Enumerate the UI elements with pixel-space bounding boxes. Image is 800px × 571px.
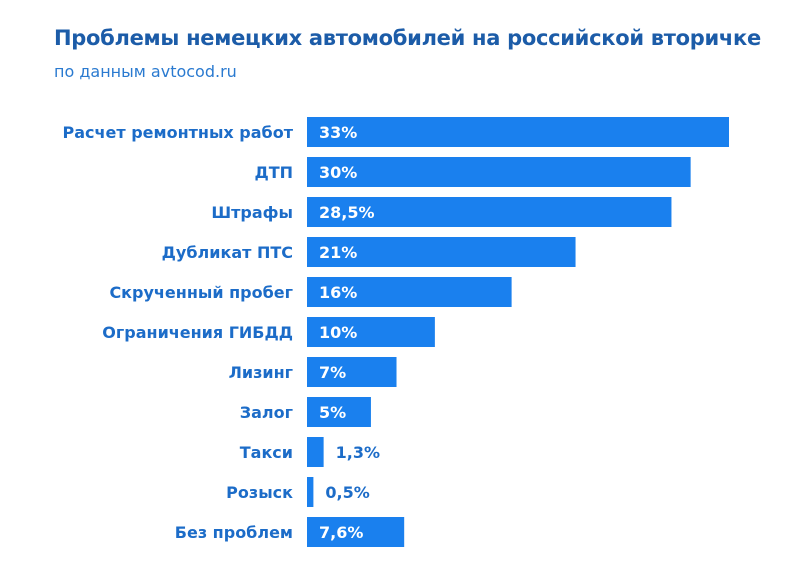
bar [307, 317, 435, 347]
data-label: 21% [319, 243, 357, 262]
data-label: 5% [319, 403, 346, 422]
bar [307, 397, 371, 427]
category-label: Штрафы [211, 203, 293, 222]
bar [307, 117, 729, 147]
category-label: Лизинг [229, 363, 293, 382]
bar [307, 157, 691, 187]
bar [307, 477, 314, 507]
category-label: Розыск [226, 483, 293, 502]
data-label: 16% [319, 283, 357, 302]
category-label: Расчет ремонтных работ [63, 123, 294, 142]
data-label: 30% [319, 163, 357, 182]
data-label: 1,3% [336, 443, 380, 462]
data-label: 7% [319, 363, 346, 382]
category-label: Скрученный пробег [109, 283, 293, 302]
category-label: Дубликат ПТС [162, 243, 293, 262]
data-label: 10% [319, 323, 357, 342]
data-label: 33% [319, 123, 357, 142]
category-label: Такси [240, 443, 293, 462]
data-label: 0,5% [325, 483, 369, 502]
data-label: 28,5% [319, 203, 375, 222]
chart-subtitle: по данным avtocod.ru [54, 62, 237, 81]
bar [307, 277, 512, 307]
bar [307, 357, 397, 387]
bar [307, 237, 576, 267]
bar [307, 517, 405, 547]
data-label: 7,6% [319, 523, 363, 542]
category-label: ДТП [254, 163, 293, 182]
category-label: Без проблем [175, 523, 293, 542]
bar [307, 437, 324, 467]
category-label: Залог [240, 403, 293, 422]
bar [307, 197, 672, 227]
category-label: Ограничения ГИБДД [102, 323, 293, 342]
chart-title: Проблемы немецких автомобилей на российс… [54, 26, 761, 50]
